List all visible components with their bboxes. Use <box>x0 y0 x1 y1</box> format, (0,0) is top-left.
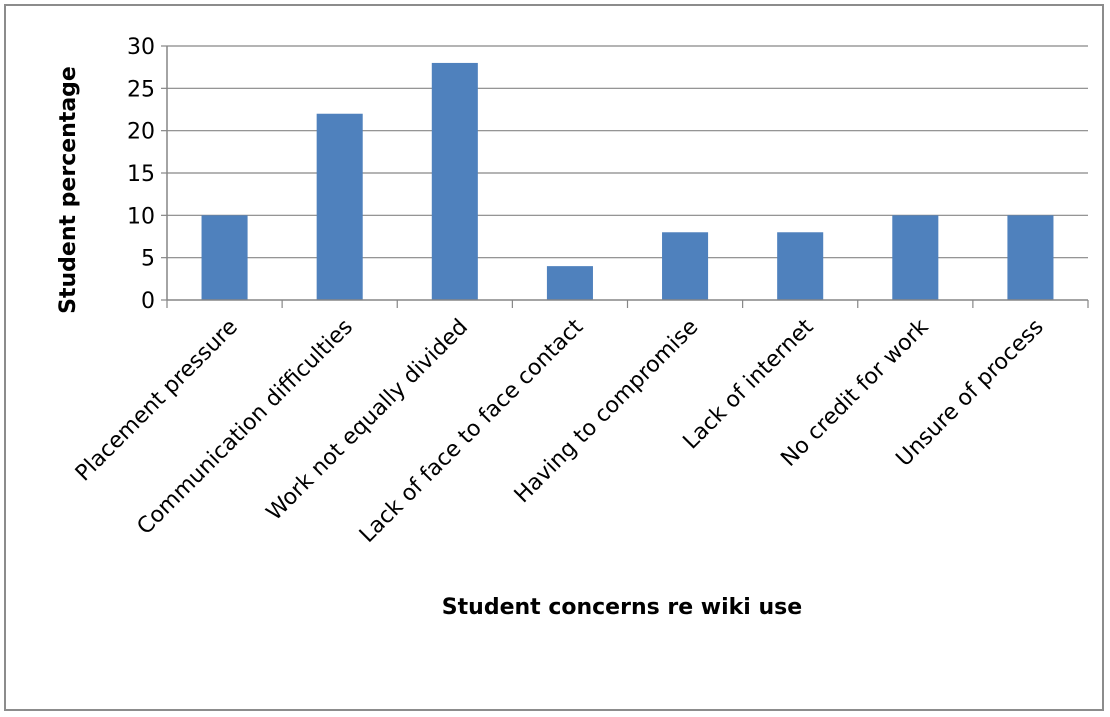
x-category-label: Lack of face to face contact <box>355 314 589 548</box>
x-category-label: Work not equally divided <box>262 315 473 526</box>
bar-lack-of-internet <box>777 232 824 300</box>
x-axis-title: Student concerns re wiki use <box>442 595 802 620</box>
bar-lack-of-face-to-face-contact <box>546 266 593 300</box>
y-tick-label-25: 25 <box>127 77 155 102</box>
y-tick-label-10: 10 <box>127 204 155 229</box>
axes <box>166 46 1089 308</box>
y-tick-label-15: 15 <box>127 162 155 187</box>
bar-no-credit-for-work <box>892 215 939 300</box>
x-category-label: Communication difficulties <box>133 315 358 540</box>
chart-frame <box>4 4 1104 711</box>
bar-communication-difficulties <box>316 113 363 300</box>
bar-having-to-compromise <box>662 232 709 300</box>
bar-unsure-of-process <box>1007 215 1054 300</box>
y-tick-label-30: 30 <box>127 35 155 60</box>
y-tick-labels: 0 5 10 15 20 25 30 <box>127 35 155 314</box>
bars <box>201 62 1054 300</box>
y-tick-label-20: 20 <box>127 120 155 145</box>
bar-placement-pressure <box>201 215 248 300</box>
y-axis-title: Student percentage <box>56 66 81 314</box>
gridlines <box>161 45 1088 301</box>
bar-work-not-equally-divided <box>431 62 478 300</box>
y-tick-label-5: 5 <box>141 247 155 272</box>
x-category-label: Having to compromise <box>510 315 704 509</box>
y-tick-label-0: 0 <box>141 289 155 314</box>
